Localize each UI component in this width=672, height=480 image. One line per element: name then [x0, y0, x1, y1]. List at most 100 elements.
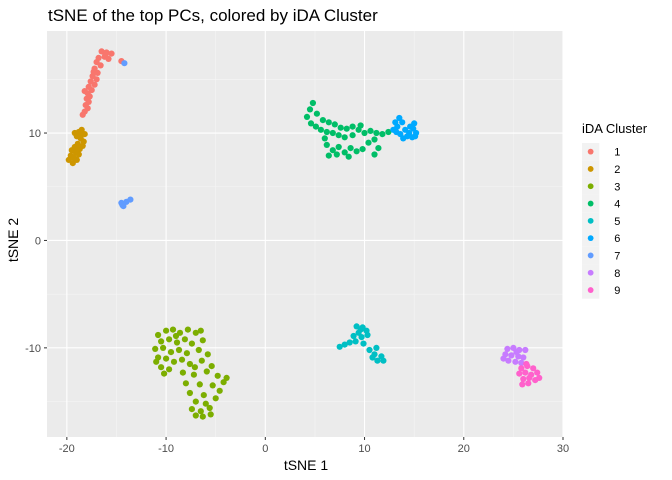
legend-label-2: 2 — [614, 164, 620, 176]
point-cluster-9 — [530, 365, 537, 372]
point-cluster-3 — [195, 346, 202, 354]
point-cluster-3 — [209, 382, 216, 389]
point-cluster-4 — [307, 120, 315, 127]
point-cluster-9 — [522, 369, 529, 376]
point-cluster-5 — [360, 340, 367, 347]
point-cluster-3 — [163, 327, 170, 334]
y-tick-label: 0 — [35, 235, 41, 247]
point-cluster-8 — [522, 346, 529, 354]
point-cluster-4 — [385, 128, 392, 136]
data-points — [65, 48, 543, 420]
point-cluster-4 — [371, 151, 378, 158]
point-cluster-9 — [519, 381, 526, 388]
point-cluster-3 — [163, 355, 170, 362]
chart-title: tSNE of the top PCs, colored by iDA Clus… — [48, 6, 378, 25]
point-cluster-4 — [373, 129, 380, 137]
point-cluster-4 — [323, 141, 330, 148]
point-cluster-3 — [166, 336, 173, 343]
point-cluster-8 — [518, 359, 525, 366]
y-axis-title: tSNE 2 — [5, 218, 21, 263]
point-cluster-4 — [349, 132, 356, 139]
point-cluster-1 — [90, 68, 97, 75]
point-cluster-5 — [380, 357, 387, 364]
point-cluster-5 — [369, 354, 376, 361]
point-cluster-5 — [346, 339, 353, 346]
legend-marker-1 — [587, 148, 594, 155]
point-cluster-8 — [520, 354, 527, 361]
x-axis: -20 -10 0 10 20 30 — [59, 437, 569, 455]
point-cluster-3 — [207, 411, 214, 418]
point-cluster-2 — [77, 132, 84, 139]
point-cluster-4 — [353, 148, 360, 155]
point-cluster-1 — [79, 111, 86, 118]
x-tick-label: 30 — [557, 443, 569, 455]
point-cluster-3 — [186, 389, 193, 397]
point-cluster-3 — [153, 358, 160, 365]
point-cluster-8 — [512, 358, 519, 365]
legend-label-1: 1 — [614, 147, 620, 159]
point-cluster-4 — [329, 129, 336, 137]
point-cluster-4 — [357, 122, 364, 129]
point-cluster-9 — [520, 375, 527, 383]
point-cluster-1 — [81, 88, 88, 95]
x-tick-label: -10 — [158, 443, 174, 455]
point-cluster-3 — [175, 346, 183, 354]
point-cluster-8 — [504, 345, 511, 352]
point-cluster-3 — [158, 338, 165, 345]
point-cluster-8 — [505, 357, 512, 364]
point-cluster-3 — [188, 406, 195, 413]
legend-marker-8 — [587, 269, 594, 276]
legend-label-9: 9 — [614, 285, 620, 297]
point-cluster-4 — [319, 117, 326, 124]
plot-panel — [47, 31, 563, 437]
point-cluster-5 — [358, 334, 365, 341]
point-cluster-5 — [373, 344, 380, 351]
point-cluster-9 — [536, 374, 543, 381]
point-cluster-3 — [173, 339, 181, 346]
point-cluster-5 — [341, 341, 348, 348]
point-cluster-4 — [349, 123, 356, 130]
y-tick-label: 10 — [29, 128, 41, 140]
point-cluster-4 — [365, 139, 372, 146]
point-cluster-1 — [108, 50, 115, 57]
point-cluster-4 — [312, 123, 319, 130]
x-tick-label: 10 — [358, 443, 370, 455]
point-cluster-6 — [399, 119, 406, 126]
y-axis: -10 0 10 — [25, 128, 47, 355]
point-cluster-3 — [170, 358, 178, 365]
point-cluster-3 — [167, 349, 175, 356]
legend-marker-3 — [587, 183, 594, 190]
point-cluster-2 — [75, 151, 82, 158]
point-cluster-2 — [65, 156, 72, 163]
point-cluster-4 — [379, 131, 386, 138]
point-cluster-4 — [335, 132, 342, 139]
x-tick-label: 0 — [262, 443, 268, 455]
point-cluster-3 — [203, 368, 210, 375]
point-cluster-6 — [412, 133, 419, 140]
point-cluster-4 — [323, 128, 330, 136]
point-cluster-4 — [347, 145, 354, 152]
point-cluster-3 — [169, 326, 177, 333]
point-cluster-3 — [220, 379, 227, 386]
point-cluster-4 — [331, 121, 338, 128]
point-cluster-3 — [192, 398, 199, 405]
legend-marker-2 — [587, 166, 594, 172]
point-cluster-9 — [523, 360, 530, 368]
point-cluster-4 — [317, 126, 324, 133]
point-cluster-4 — [345, 153, 352, 160]
point-cluster-3 — [152, 345, 159, 352]
point-cluster-7 — [127, 196, 134, 203]
point-cluster-7 — [119, 201, 126, 209]
point-cluster-4 — [359, 146, 366, 153]
point-cluster-3 — [179, 369, 186, 376]
point-cluster-3 — [191, 364, 198, 371]
point-cluster-9 — [525, 380, 532, 387]
point-cluster-9 — [516, 370, 523, 377]
point-cluster-3 — [216, 387, 223, 394]
point-cluster-3 — [184, 326, 191, 333]
grid-minor — [47, 31, 563, 437]
point-cluster-5 — [374, 357, 381, 364]
point-cluster-9 — [526, 374, 533, 381]
point-cluster-3 — [204, 351, 211, 358]
point-cluster-1 — [93, 76, 100, 83]
